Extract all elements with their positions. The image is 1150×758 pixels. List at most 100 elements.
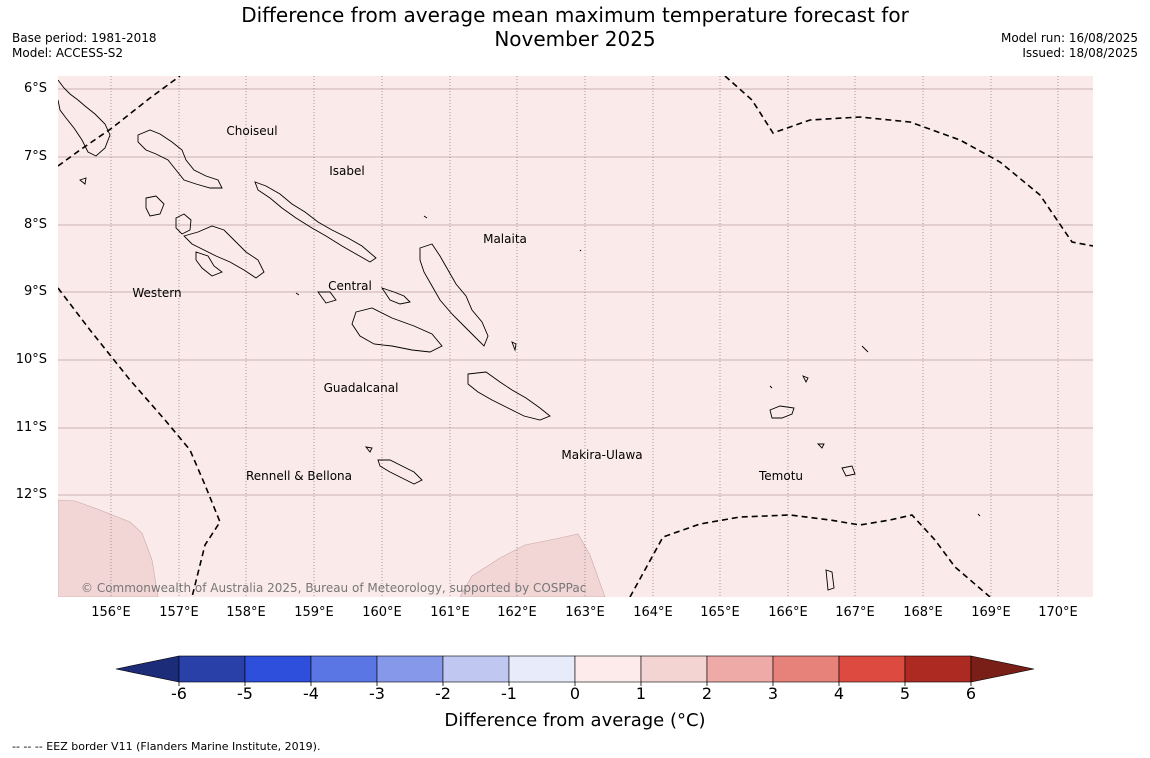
coastlines <box>58 79 981 591</box>
ulawa <box>511 341 517 352</box>
colorbar-segment <box>442 655 510 683</box>
label-choiseul: Choiseul <box>226 124 277 138</box>
lat-label-6s: 6°S <box>23 81 47 96</box>
new-georgia-main <box>183 225 265 279</box>
colorbar-tick-label: -2 <box>435 684 451 703</box>
map-title: Difference from average mean maximum tem… <box>200 3 950 51</box>
santa-cruz-island <box>769 405 795 419</box>
anuta <box>977 513 981 517</box>
bougainville-island <box>58 79 111 157</box>
label-rennell-bellona: Rennell & Bellona <box>246 469 352 483</box>
vangunu <box>195 251 223 277</box>
lon-label-163e: 163°E <box>565 605 605 620</box>
lon-label-157e: 157°E <box>159 605 199 620</box>
colorbar <box>115 655 1035 686</box>
colorbar-tick-label: 4 <box>833 684 845 703</box>
lat-label-10s: 10°S <box>15 352 47 367</box>
label-guadalcanal: Guadalcanal <box>324 381 399 395</box>
lon-label-162e: 162°E <box>497 605 537 620</box>
warm-patch-southwest <box>58 499 159 597</box>
lon-label-169e: 169°E <box>971 605 1011 620</box>
colorbar-over-arrow <box>970 655 1035 683</box>
place-labels: Choiseul Isabel Malaita Western Central … <box>132 124 803 483</box>
lat-label-8s: 8°S <box>23 217 47 232</box>
label-western: Western <box>132 286 181 300</box>
new-georgia-island <box>145 195 165 217</box>
title-line-2: November 2025 <box>494 27 656 51</box>
colorbar-segments <box>178 655 972 683</box>
russell-islands <box>380 287 411 305</box>
makira-island <box>467 371 551 421</box>
colorbar-tick-label: -3 <box>369 684 385 703</box>
colorbar-segment <box>838 655 906 683</box>
model-run: Model run: 16/08/2025 <box>1000 31 1138 45</box>
colorbar-tick-label: 6 <box>965 684 977 703</box>
vanikoro <box>841 465 856 477</box>
florida-islands <box>317 291 337 304</box>
colorbar-tick-label: -1 <box>501 684 517 703</box>
colorbar-segment <box>244 655 312 683</box>
label-malaita: Malaita <box>483 232 527 246</box>
lon-label-165e: 165°E <box>700 605 740 620</box>
colorbar-segment <box>574 655 642 683</box>
colorbar-tick-label: 0 <box>569 684 581 703</box>
lat-label-9s: 9°S <box>23 284 47 299</box>
lon-label-161e: 161°E <box>430 605 470 620</box>
colorbar-segment <box>376 655 444 683</box>
eez-borders <box>58 76 1093 597</box>
lat-label-11s: 11°S <box>15 420 47 435</box>
lat-label-7s: 7°S <box>23 149 47 164</box>
label-makira-ulawa: Makira-Ulawa <box>561 448 642 462</box>
reef-islands <box>802 375 809 384</box>
colorbar-segment <box>310 655 378 683</box>
issued-date: Issued: 18/08/2025 <box>1022 46 1138 60</box>
label-isabel: Isabel <box>329 164 364 178</box>
rennell-island <box>377 459 423 485</box>
small-isle-3 <box>295 292 300 296</box>
bellona-island <box>364 446 373 453</box>
colorbar-tick-label: -5 <box>237 684 253 703</box>
lon-label-156e: 156°E <box>91 605 131 620</box>
colorbar-tick-label: 2 <box>701 684 713 703</box>
meta-right: Model run: 16/08/2025 Issued: 18/08/2025 <box>1001 31 1138 61</box>
small-isle-4 <box>769 385 773 389</box>
eez-note: -- -- -- EEZ border V11 (Flanders Marine… <box>12 740 321 753</box>
colorbar-segment <box>706 655 774 683</box>
colorbar-label: Difference from average (°C) <box>444 710 706 731</box>
warm-patch-south <box>459 533 606 597</box>
meta-left: Base period: 1981-2018 Model: ACCESS-S2 <box>12 31 157 61</box>
guadalcanal-island <box>351 307 443 353</box>
colorbar-tick-label: 5 <box>899 684 911 703</box>
colorbar-tick-label: 3 <box>767 684 779 703</box>
colorbar-segment <box>508 655 576 683</box>
lon-label-164e: 164°E <box>633 605 673 620</box>
kolombangara <box>175 213 192 235</box>
isabel-island <box>254 181 377 263</box>
tikopia <box>825 569 835 591</box>
buka-dot <box>79 177 87 185</box>
base-period: Base period: 1981-2018 <box>12 31 157 45</box>
lat-label-12s: 12°S <box>15 487 47 502</box>
colorbar-segment <box>178 655 246 683</box>
colorbar-segment <box>640 655 708 683</box>
lon-label-158e: 158°E <box>226 605 266 620</box>
model-name: Model: ACCESS-S2 <box>12 46 124 60</box>
small-isle-1 <box>423 215 428 219</box>
duff-islands <box>861 345 869 353</box>
colorbar-under-arrow <box>115 655 180 683</box>
colorbar-tick-label: -4 <box>303 684 319 703</box>
colorbar-segment <box>904 655 972 683</box>
lon-label-168e: 168°E <box>903 605 943 620</box>
lon-label-159e: 159°E <box>294 605 334 620</box>
lon-label-170e: 170°E <box>1038 605 1078 620</box>
copyright-notice: © Commonwealth of Australia 2025, Bureau… <box>81 581 586 595</box>
small-isle-2 <box>579 249 582 252</box>
lon-label-160e: 160°E <box>362 605 402 620</box>
map-background <box>58 76 1093 597</box>
malaita-island <box>419 243 489 347</box>
latitude-gridlines <box>58 88 1093 496</box>
lon-label-167e: 167°E <box>835 605 875 620</box>
title-line-1: Difference from average mean maximum tem… <box>241 3 909 27</box>
colorbar-tick-label: 1 <box>635 684 647 703</box>
